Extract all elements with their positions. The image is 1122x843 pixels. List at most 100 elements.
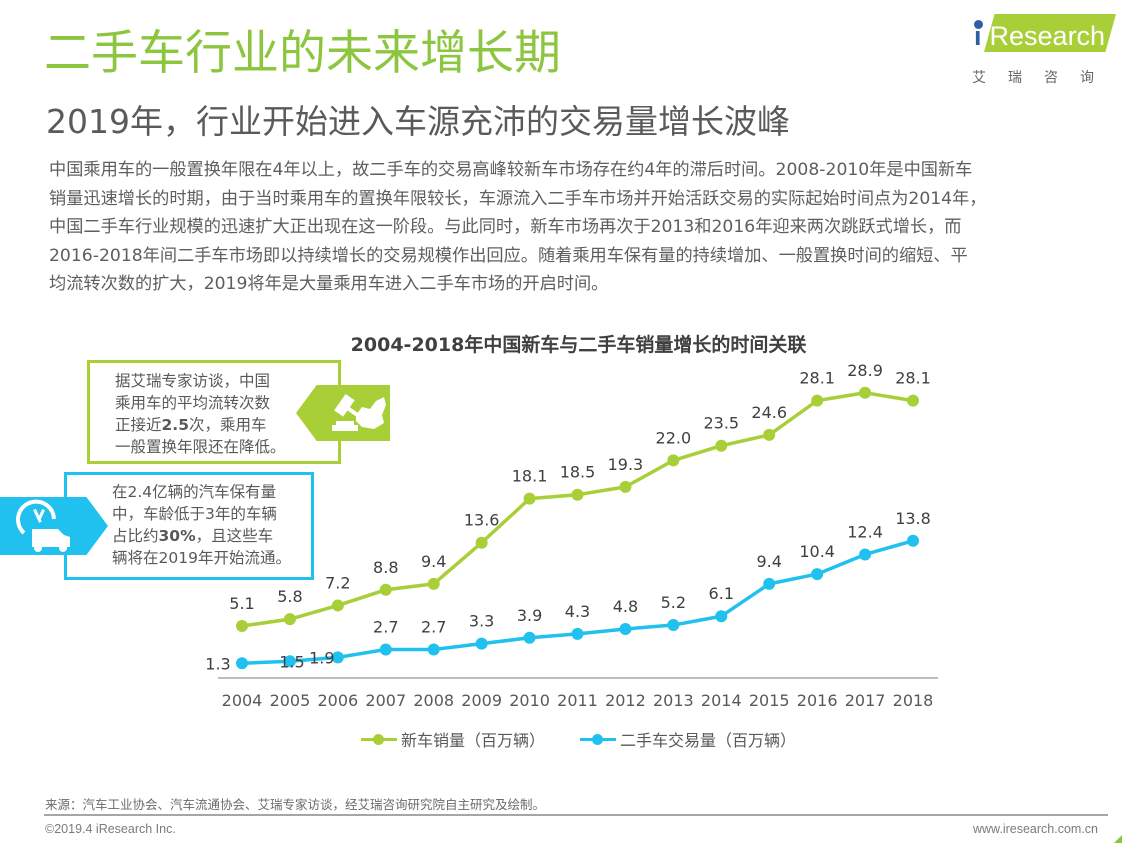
website-link[interactable]: www.iresearch.com.cn xyxy=(972,822,1098,836)
data-point xyxy=(763,428,776,441)
x-tick-label: 2008 xyxy=(413,691,454,710)
data-label: 18.1 xyxy=(512,467,548,486)
x-tick-label: 2007 xyxy=(365,691,406,710)
data-label: 1.9 xyxy=(309,648,334,667)
series-layer: 5.1 5.8 7.2 8.8 9.4 13.6 18.1 18.5 19.3 22.0 23.5 2… xyxy=(205,361,931,673)
callout-fragment: 正接近 xyxy=(115,416,162,434)
data-label: 3.9 xyxy=(517,606,542,625)
page-title: 二手车行业的未来增长期 xyxy=(44,26,561,81)
callout-fragment: 在2.4亿辆的汽车保有量 xyxy=(112,483,277,501)
series-1: 1.3 1.5 1.9 2.7 2.7 3.3 3.9 4.3 4.8 5.2 6.1 9.4 10.4… xyxy=(205,509,931,674)
callout-line: 占比约30%，且这些车 xyxy=(112,525,291,547)
data-label: 4.3 xyxy=(565,602,590,621)
x-tick-labels: 2004 2005 2006 2007 2008 2009 2010 2011 2012 2013… xyxy=(222,691,934,710)
data-label: 6.1 xyxy=(709,584,734,603)
data-point xyxy=(811,394,824,407)
legend-label: 新车销量（百万辆） xyxy=(401,731,546,750)
page-subtitle: 2019年，行业开始进入车源充沛的交易量增长波峰 xyxy=(46,102,790,141)
chart-title: 2004-2018年中国新车与二手车销量增长的时间关联 xyxy=(350,334,807,356)
callout-badge-green xyxy=(296,385,390,441)
data-point xyxy=(283,613,296,626)
source-note: 来源：汽车工业协会、汽车流通协会、艾瑞专家访谈，经艾瑞咨询研究院自主研究及绘制。 xyxy=(45,797,546,812)
x-tick-label: 2009 xyxy=(461,691,502,710)
callout-expert-interview: 据艾瑞专家访谈，中国 乘用车的平均流转次数 正接近2.5次，乘用车 一般置换年限还在降… xyxy=(87,360,341,464)
callout-highlight: 2.5 xyxy=(161,416,189,434)
data-point xyxy=(859,386,872,399)
data-point xyxy=(523,492,536,505)
data-point xyxy=(571,488,584,501)
callout-line: 正接近2.5次，乘用车 xyxy=(115,414,286,436)
data-point xyxy=(427,577,440,590)
data-label: 23.5 xyxy=(703,414,739,433)
data-label: 8.8 xyxy=(373,558,398,577)
data-point xyxy=(763,577,776,590)
data-label: 13.8 xyxy=(895,509,931,528)
callout-line: 辆将在2019年开始流通。 xyxy=(112,547,291,569)
data-label: 12.4 xyxy=(847,522,883,541)
data-label: 9.4 xyxy=(756,552,781,571)
data-point xyxy=(475,637,488,650)
x-tick-label: 2017 xyxy=(845,691,886,710)
callout-fragment: 中，车龄低于3年的车辆 xyxy=(112,505,277,523)
data-point xyxy=(907,394,919,407)
callout-line: 一般置换年限还在降低。 xyxy=(115,436,286,458)
callout-text: 据艾瑞专家访谈，中国 乘用车的平均流转次数 正接近2.5次，乘用车 一般置换年限还在降… xyxy=(115,370,286,458)
data-label: 19.3 xyxy=(608,455,644,474)
callout-badge-blue xyxy=(0,497,108,555)
data-point xyxy=(331,651,344,664)
legend-label: 二手车交易量（百万辆） xyxy=(620,731,797,750)
data-point xyxy=(811,568,824,581)
corner-decoration xyxy=(1114,835,1122,843)
data-point xyxy=(619,480,632,493)
data-label: 5.2 xyxy=(661,593,686,612)
data-point xyxy=(379,583,392,596)
data-label: 1.3 xyxy=(205,654,230,673)
callout-highlight: 30% xyxy=(158,527,196,545)
legend-marker-blue xyxy=(580,732,616,746)
data-point xyxy=(379,643,392,656)
data-point xyxy=(427,643,440,656)
data-label: 4.8 xyxy=(613,597,638,616)
x-tick-label: 2010 xyxy=(509,691,550,710)
paragraph-line: 销量迅速增长的时期，由于当时乘用车的置换年限较长，车源流入二手车市场并开始活跃交… xyxy=(49,188,987,209)
data-point xyxy=(859,548,872,561)
data-point xyxy=(715,610,728,623)
logo-cn-text: 艾瑞咨询 xyxy=(972,70,1116,86)
iresearch-logo: i Research 艾瑞咨询 xyxy=(968,14,1120,88)
data-label: 9.4 xyxy=(421,552,446,571)
data-label: 24.6 xyxy=(751,403,787,422)
paragraph-line: 中国乘用车的一般置换年限在4年以上，故二手车的交易高峰较新车市场存在约4年的滞后… xyxy=(49,160,973,180)
x-tick-label: 2006 xyxy=(317,691,358,710)
x-tick-label: 2018 xyxy=(893,691,934,710)
callout-fragment: 乘用车的平均流转次数 xyxy=(115,394,271,412)
data-point xyxy=(571,627,584,640)
callout-fragment: ，且这些车 xyxy=(195,527,274,545)
data-label: 7.2 xyxy=(325,573,350,592)
callout-line: 中，车龄低于3年的车辆 xyxy=(112,503,291,525)
logo-text: i Research xyxy=(974,21,1106,51)
paragraph-line: 中国二手车行业规模的迅速扩大正出现在这一阶段。与此同时，新车市场再次于2013和… xyxy=(49,217,962,238)
callout-text: 在2.4亿辆的汽车保有量 中，车龄低于3年的车辆 占比约30%，且这些车 辆将在201… xyxy=(112,481,291,569)
callout-fragment: 次，乘用车 xyxy=(188,416,267,434)
callout-line: 在2.4亿辆的汽车保有量 xyxy=(112,481,291,503)
data-point xyxy=(475,536,488,549)
legend-item-new-car: 新车销量（百万辆） xyxy=(361,727,545,751)
data-label: 18.5 xyxy=(560,463,596,482)
x-tick-label: 2012 xyxy=(605,691,646,710)
data-label: 22.0 xyxy=(656,428,692,447)
callout-line: 据艾瑞专家访谈，中国 xyxy=(115,370,286,392)
legend-marker-green xyxy=(361,732,397,746)
logo-dot xyxy=(974,20,983,29)
data-point xyxy=(619,622,632,635)
callout-fragment: 辆将在2019年开始流通。 xyxy=(112,549,291,567)
callout-fragment: 占比约 xyxy=(112,527,159,545)
data-label: 2.7 xyxy=(421,618,446,637)
data-label: 1.5 xyxy=(279,652,304,671)
data-point xyxy=(236,620,248,633)
x-tick-label: 2015 xyxy=(749,691,790,710)
x-tick-label: 2005 xyxy=(270,691,311,710)
series-0: 5.1 5.8 7.2 8.8 9.4 13.6 18.1 18.5 19.3 22.0 23.5 2… xyxy=(229,361,931,633)
data-label: 5.1 xyxy=(229,594,254,613)
clock-van-icon xyxy=(16,499,70,552)
